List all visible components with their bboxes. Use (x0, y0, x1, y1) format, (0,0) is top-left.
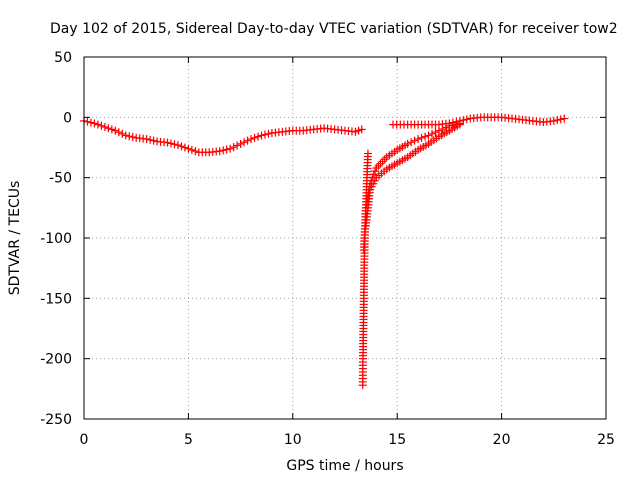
x-tick-label: 20 (493, 432, 511, 448)
data-point (380, 155, 389, 164)
data-points (80, 113, 569, 390)
data-point (421, 132, 430, 141)
data-point (222, 145, 231, 154)
data-point (431, 128, 440, 137)
data-point (243, 136, 252, 145)
y-tick-label: 50 (54, 50, 72, 66)
data-point (142, 135, 151, 144)
data-point (428, 129, 436, 138)
data-point (100, 122, 109, 131)
data-point (229, 143, 238, 152)
data-point (97, 121, 106, 130)
y-tick-label: -250 (40, 412, 72, 428)
data-point (86, 118, 95, 127)
data-point (448, 118, 457, 127)
chart-title: Day 102 of 2015, Sidereal Day-to-day VTE… (50, 21, 618, 37)
data-point (149, 136, 158, 145)
data-point (452, 117, 461, 126)
data-point (177, 142, 186, 151)
y-tick-label: -200 (40, 352, 72, 368)
y-tick-label: -150 (40, 291, 72, 307)
data-point (104, 124, 113, 133)
data-point (118, 129, 127, 138)
x-axis-label: GPS time / hours (286, 458, 403, 474)
data-point (191, 147, 200, 156)
data-point (180, 143, 189, 152)
data-point (114, 128, 123, 137)
data-point (173, 141, 182, 150)
data-point (455, 116, 464, 125)
data-point (146, 135, 155, 144)
data-point (121, 131, 130, 140)
data-point (260, 130, 269, 139)
data-point (357, 125, 366, 134)
tick-labels: 0 5 10 15 20 25 50 0 -50 -100 -150 -200 -250 (40, 50, 615, 448)
data-point (560, 114, 569, 123)
data-point (410, 136, 419, 145)
data-point (125, 132, 134, 141)
data-point (556, 115, 565, 124)
data-point (250, 133, 259, 142)
data-point (187, 145, 196, 154)
data-point (414, 135, 423, 144)
data-point (184, 144, 193, 153)
data-point (233, 141, 242, 150)
data-point (170, 140, 179, 149)
data-point (378, 157, 387, 166)
data-point (407, 138, 416, 147)
data-point (247, 135, 256, 144)
data-point (90, 119, 99, 128)
data-point (163, 138, 172, 147)
data-point (459, 116, 468, 125)
x-tick-label: 25 (597, 432, 615, 448)
data-point (254, 132, 262, 141)
data-point (236, 139, 245, 148)
x-tick-label: 5 (184, 432, 193, 448)
y-tick-label: -50 (49, 171, 72, 187)
axis-ticks (83, 56, 607, 420)
data-point (226, 144, 235, 153)
y-tick-label: 0 (63, 110, 72, 126)
data-point (549, 116, 558, 125)
x-tick-label: 15 (388, 432, 406, 448)
data-point (257, 131, 266, 140)
data-point (128, 133, 137, 142)
data-point (376, 159, 385, 168)
data-point (403, 139, 412, 148)
grid (84, 57, 606, 419)
data-point (219, 146, 228, 155)
data-point (417, 133, 426, 142)
data-point (264, 129, 273, 138)
x-tick-label: 0 (80, 432, 89, 448)
data-point (358, 381, 367, 390)
data-point (424, 131, 433, 140)
data-point (83, 117, 92, 126)
data-point (462, 115, 471, 124)
x-tick-label: 10 (284, 432, 302, 448)
data-point (111, 126, 120, 135)
y-axis-label: SDTVAR / TECUs (7, 181, 23, 296)
data-point (445, 119, 454, 128)
data-point (553, 116, 562, 125)
data-point (215, 147, 224, 156)
data-point (240, 138, 249, 147)
data-point (93, 120, 102, 129)
data-point (107, 125, 116, 134)
data-point (167, 139, 175, 148)
y-tick-label: -100 (40, 231, 72, 247)
